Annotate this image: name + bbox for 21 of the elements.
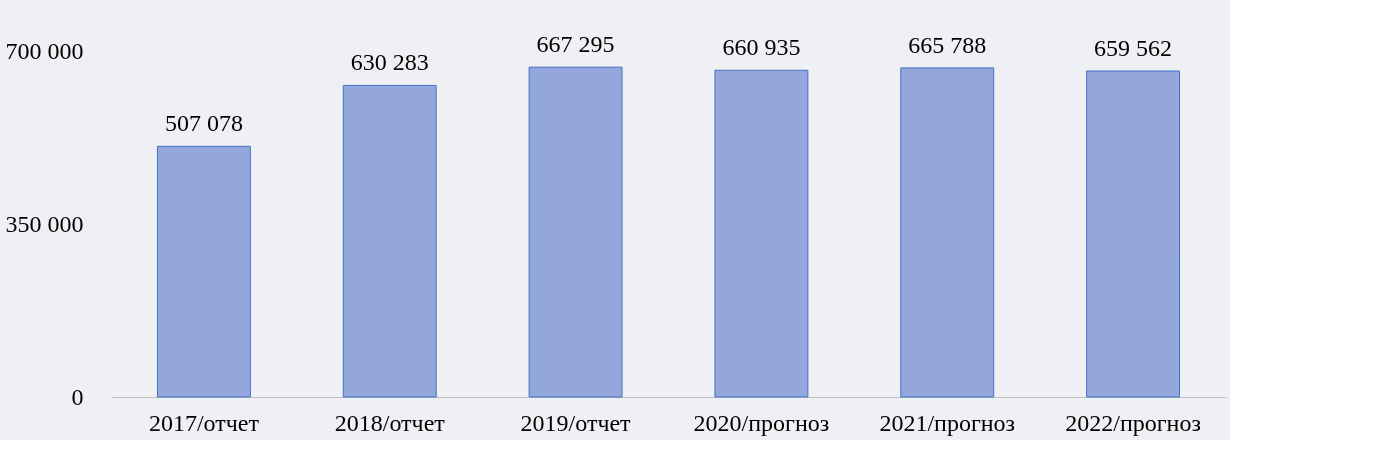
x-tick-label: 2022/прогноз [1065, 409, 1201, 436]
data-label: 667 295 [536, 31, 615, 58]
y-tick-label: 700 000 [5, 37, 84, 64]
data-label: 507 078 [164, 110, 243, 137]
x-tick-label: 2019/отчет [520, 409, 632, 436]
x-tick-label: 2017/отчет [148, 409, 260, 436]
data-label: 660 935 [722, 34, 801, 61]
x-tick-label: 2021/прогноз [879, 409, 1016, 436]
bar [714, 69, 809, 398]
data-label: 665 788 [908, 31, 987, 58]
bar [342, 84, 437, 398]
bar [528, 66, 623, 398]
bar [900, 67, 995, 398]
y-tick-label: 350 000 [5, 210, 84, 237]
data-label: 630 283 [350, 49, 429, 76]
x-tick-label: 2018/отчет [334, 409, 446, 436]
bar [1086, 70, 1181, 398]
x-tick-label: 2020/прогноз [693, 409, 830, 436]
data-label: 659 562 [1094, 34, 1173, 61]
bar [156, 145, 251, 398]
y-tick-label: 0 [71, 383, 84, 410]
